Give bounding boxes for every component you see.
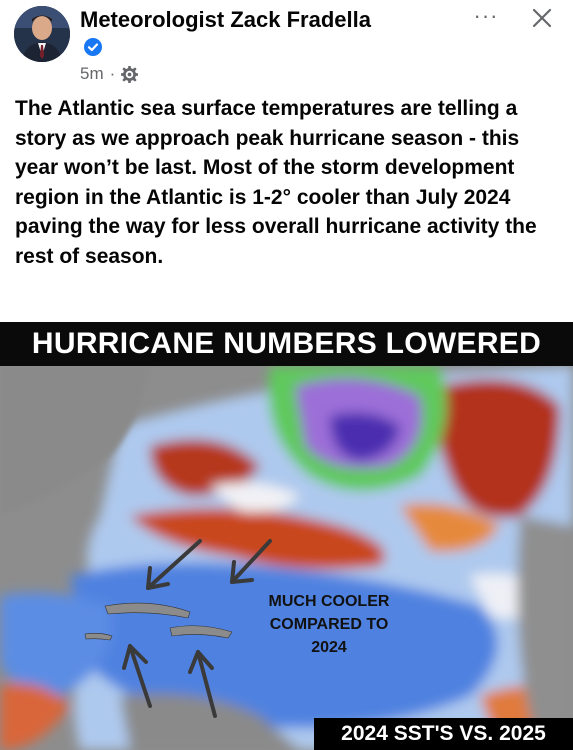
map-annotation: MUCH COOLER COMPARED TO 2024 [254, 590, 404, 659]
verified-badge-icon [84, 35, 102, 56]
post-header: Meteorologist Zack Fradella 5m · [0, 0, 573, 90]
avatar[interactable] [14, 6, 70, 62]
post-meta: 5m · [80, 64, 139, 84]
post-image[interactable]: HURRICANE NUMBERS LOWERED [0, 322, 573, 750]
post-text: The Atlantic sea surface temperatures ar… [15, 97, 537, 268]
annotation-line-1: MUCH COOLER [268, 593, 390, 610]
image-banner: HURRICANE NUMBERS LOWERED [0, 322, 573, 366]
globe-icon [120, 64, 139, 84]
more-options-icon[interactable]: ··· [473, 3, 499, 28]
meta-separator: · [109, 64, 116, 83]
annotation-line-2: COMPARED TO [269, 616, 389, 633]
sst-anomaly-map [0, 366, 573, 750]
image-footer-label: 2024 SST'S VS. 2025 [314, 718, 573, 750]
post-timestamp[interactable]: 5m [80, 64, 104, 83]
annotation-line-3: 2024 [311, 639, 347, 656]
close-icon[interactable] [530, 6, 554, 30]
author-name-text[interactable]: Meteorologist Zack Fradella [80, 7, 371, 32]
author-name[interactable]: Meteorologist Zack Fradella [80, 6, 380, 60]
